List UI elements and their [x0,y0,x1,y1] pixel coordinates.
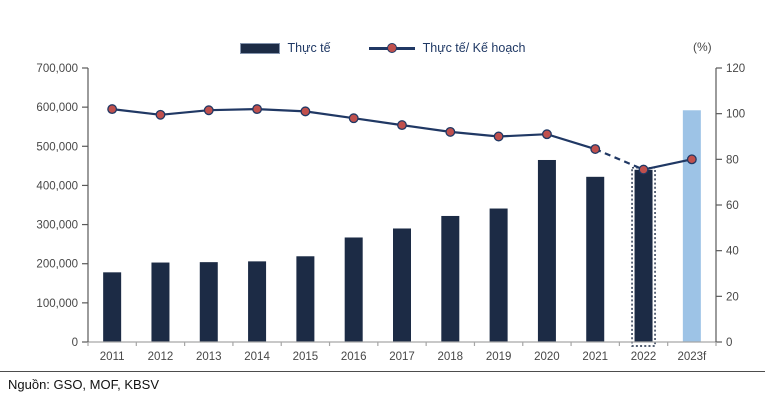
bar-2018 [441,215,460,342]
divider-line [0,371,765,372]
source-note: Nguồn: GSO, MOF, KBSV [8,377,159,392]
bar-2020 [537,159,556,342]
x-axis-category-label: 2017 [389,351,415,363]
bar-2015 [296,256,315,342]
line-marker-2017 [397,120,407,131]
left-axis-tick-label: 200,000 [36,259,78,271]
right-axis-tick-label: 120 [726,63,745,75]
bar-2017 [393,228,411,342]
left-axis-tick-label: 600,000 [36,102,78,114]
x-axis-category-label: 2015 [293,351,319,363]
legend-label-actual: Thực tế [287,41,331,55]
x-axis-category-label: 2021 [582,351,608,363]
bar-2011 [103,272,122,342]
left-axis-tick-label: 400,000 [36,180,78,192]
right-axis-tick-label: 20 [726,291,739,303]
x-axis-category-label: 2013 [196,351,222,363]
ratio-line-dashed [594,148,644,171]
bar-2014 [248,261,267,342]
line-marker-2014 [252,104,263,115]
x-axis-category-label: 2023f [677,351,707,363]
bar-2022 [634,169,653,342]
line-series-swatch [368,43,415,53]
x-axis-category-label: 2011 [100,351,125,363]
left-axis-tick-label: 700,000 [36,63,78,75]
right-axis-tick-label: 100 [726,109,745,121]
line-marker-2016 [348,113,359,124]
marker-dot-icon [386,43,397,53]
chart-canvas: 0 100,000 200,000 300,000 400,000 500,000 600,… [36,63,745,363]
legend-label-ratio: Thực tế/ Kế hoạch [422,41,526,55]
x-axis-category-label: 2016 [341,351,367,363]
line-marker-2019 [493,131,504,142]
right-axis-tick-label: 60 [726,200,739,212]
line-marker-2021 [590,144,601,155]
x-axis-category-label: 2019 [486,351,512,363]
bar-2021 [586,176,605,342]
bar-2016 [344,237,363,342]
bar-2019 [489,208,508,342]
line-marker-2015 [300,106,311,117]
bar-2023f [682,110,701,342]
line-marker-2011 [107,104,118,115]
line-marker-2022 [638,164,649,175]
legend-item-actual: Thực tế [239,41,331,55]
bar-2012 [151,262,170,342]
left-axis-tick-label: 0 [72,337,78,349]
line-marker-2013 [203,105,214,116]
chart-legend: Thực tế Thực tế/ Kế hoạch [0,38,765,58]
ratio-line-solid-end [643,158,693,171]
line-marker-2018 [445,126,456,137]
line-marker-2020 [541,129,552,140]
left-axis-tick-label: 300,000 [36,220,78,232]
x-axis-category-label: 2022 [631,351,657,363]
x-axis-category-label: 2012 [148,351,174,363]
right-axis-tick-label: 0 [726,337,732,349]
right-axis-tick-label: 40 [726,246,739,258]
line-marker-2023f [686,154,697,165]
line-marker-2012 [155,109,166,120]
legend-item-ratio: Thực tế/ Kế hoạch [368,41,526,55]
right-axis-unit-label: (%) [693,40,712,54]
left-axis-tick-label: 500,000 [36,141,78,153]
right-axis-tick-label: 80 [726,154,739,166]
left-axis-tick-label: 100,000 [36,298,78,310]
bar-series-swatch [239,42,280,54]
x-axis-category-label: 2014 [244,351,270,363]
x-axis-category-label: 2018 [438,351,464,363]
bar-2013 [199,262,218,342]
x-axis-category-label: 2020 [534,351,560,363]
